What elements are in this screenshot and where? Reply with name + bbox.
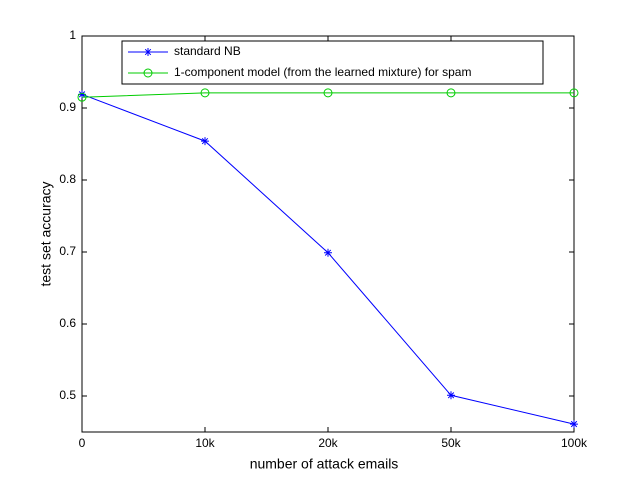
- y-tick-label: 0.9: [59, 100, 76, 114]
- x-tick-label: 50k: [441, 436, 461, 450]
- data-point: [569, 88, 579, 98]
- data-point: [200, 88, 210, 98]
- plot-area: [81, 35, 575, 433]
- y-tick-label: 1: [69, 28, 76, 42]
- data-point: [323, 88, 333, 98]
- y-tick-label: 0.8: [59, 172, 76, 186]
- data-point: [201, 137, 209, 146]
- legend-label: standard NB: [174, 44, 241, 58]
- x-tick-label: 100k: [561, 436, 588, 450]
- data-point: [570, 420, 578, 429]
- data-point: [446, 88, 456, 98]
- x-tick-label: 0: [79, 436, 86, 450]
- x-tick-label: 20k: [318, 436, 338, 450]
- y-tick-label: 0.5: [59, 388, 76, 402]
- legend-marker: [143, 68, 153, 78]
- legend-label: 1-component model (from the learned mixt…: [174, 65, 471, 79]
- x-axis-label: number of attack emails: [250, 456, 399, 472]
- y-tick-label: 0.6: [59, 316, 76, 330]
- legend-marker: [144, 48, 152, 56]
- data-point: [324, 248, 332, 257]
- y-tick-label: 0.7: [59, 244, 76, 258]
- data-point: [447, 391, 455, 400]
- legend-box: [121, 40, 544, 85]
- series-line: [81, 92, 574, 98]
- data-point: [78, 90, 86, 99]
- y-axis-label: test set accuracy: [38, 181, 54, 286]
- x-tick-label: 10k: [195, 436, 215, 450]
- data-point: [77, 92, 87, 102]
